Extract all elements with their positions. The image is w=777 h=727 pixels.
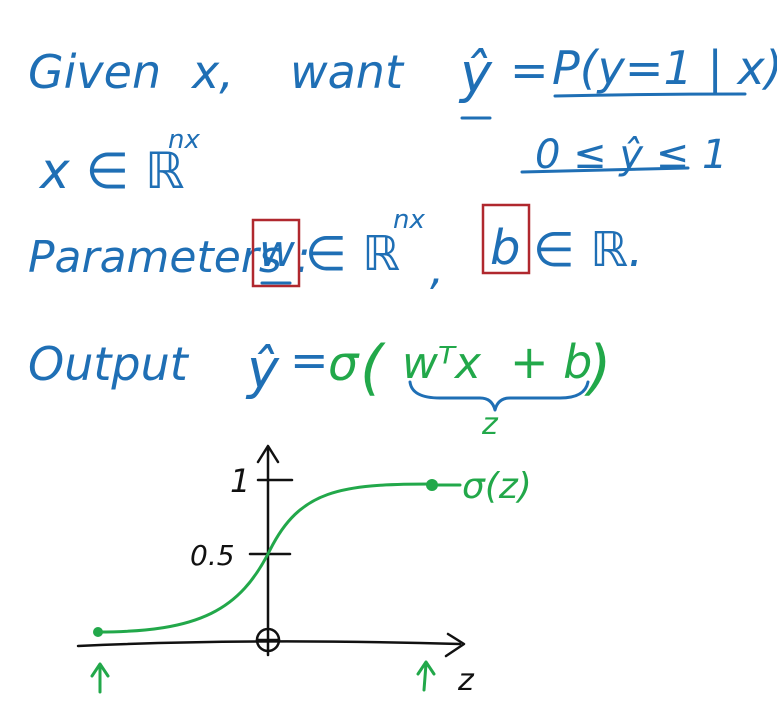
sigmoid-curve bbox=[96, 482, 434, 634]
sigmoid-plot: z 1 0.5 σ(z) bbox=[76, 444, 532, 698]
x-domain-superscript: nx bbox=[168, 125, 200, 155]
b-highlight-box bbox=[481, 203, 531, 275]
line-parameters: Parameters : w ∈ ℝ nx , b ∈ ℝ. bbox=[28, 203, 643, 295]
sigma-symbol: σ bbox=[328, 336, 360, 392]
close-paren: ) bbox=[584, 333, 611, 403]
yhat-symbol: ŷ bbox=[458, 42, 493, 105]
given-word: Given bbox=[28, 45, 161, 99]
z-label: z bbox=[481, 407, 499, 442]
x-axis-label: z bbox=[457, 663, 475, 698]
x-axis bbox=[76, 640, 462, 648]
b-domain: ∈ ℝ. bbox=[533, 222, 643, 278]
output-yhat: ŷ bbox=[245, 338, 280, 401]
tick-one-label: 1 bbox=[230, 462, 250, 500]
y-axis-arrowhead bbox=[256, 444, 280, 464]
range-underline bbox=[520, 166, 690, 174]
given-x: x, bbox=[190, 45, 234, 99]
curve-label: σ(z) bbox=[462, 466, 532, 507]
probability-underline bbox=[553, 92, 747, 98]
line-given: Given x, want ŷ = P(y=1 | x) bbox=[28, 41, 777, 120]
params-comma: , bbox=[430, 244, 444, 295]
plus-b-term: + b bbox=[510, 335, 592, 389]
open-paren: ( bbox=[360, 333, 386, 403]
line-output: Output ŷ = σ ( wᵀx + b ) z bbox=[28, 333, 611, 442]
x-domain: x ∈ ℝ bbox=[38, 142, 185, 200]
x-axis-arrowhead bbox=[444, 632, 466, 658]
w-domain: ∈ ℝ bbox=[305, 226, 400, 282]
want-word: want bbox=[290, 45, 405, 99]
w-domain-superscript: nx bbox=[393, 205, 425, 235]
b-symbol: b bbox=[490, 220, 520, 276]
left-arrow-marker bbox=[90, 662, 110, 694]
w-highlight-box bbox=[251, 218, 301, 288]
probability-expression: P(y=1 | x) bbox=[552, 41, 777, 96]
wtx-term: wᵀx bbox=[402, 338, 482, 389]
equals-sign: = bbox=[510, 43, 549, 97]
output-equals: = bbox=[290, 333, 329, 387]
z-underbrace bbox=[408, 380, 590, 412]
curve-left-endpoint bbox=[93, 627, 103, 637]
line-domain: x ∈ ℝ nx 0 ≤ ŷ ≤ 1 bbox=[38, 125, 727, 200]
w-symbol: w bbox=[259, 226, 296, 277]
tick-half-label: 0.5 bbox=[190, 539, 235, 572]
parameters-label: Parameters : bbox=[28, 232, 311, 283]
output-label: Output bbox=[28, 337, 190, 391]
right-arrow-marker bbox=[416, 660, 436, 692]
